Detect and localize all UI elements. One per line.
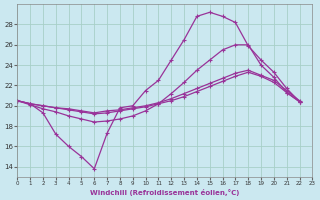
- X-axis label: Windchill (Refroidissement éolien,°C): Windchill (Refroidissement éolien,°C): [90, 189, 240, 196]
